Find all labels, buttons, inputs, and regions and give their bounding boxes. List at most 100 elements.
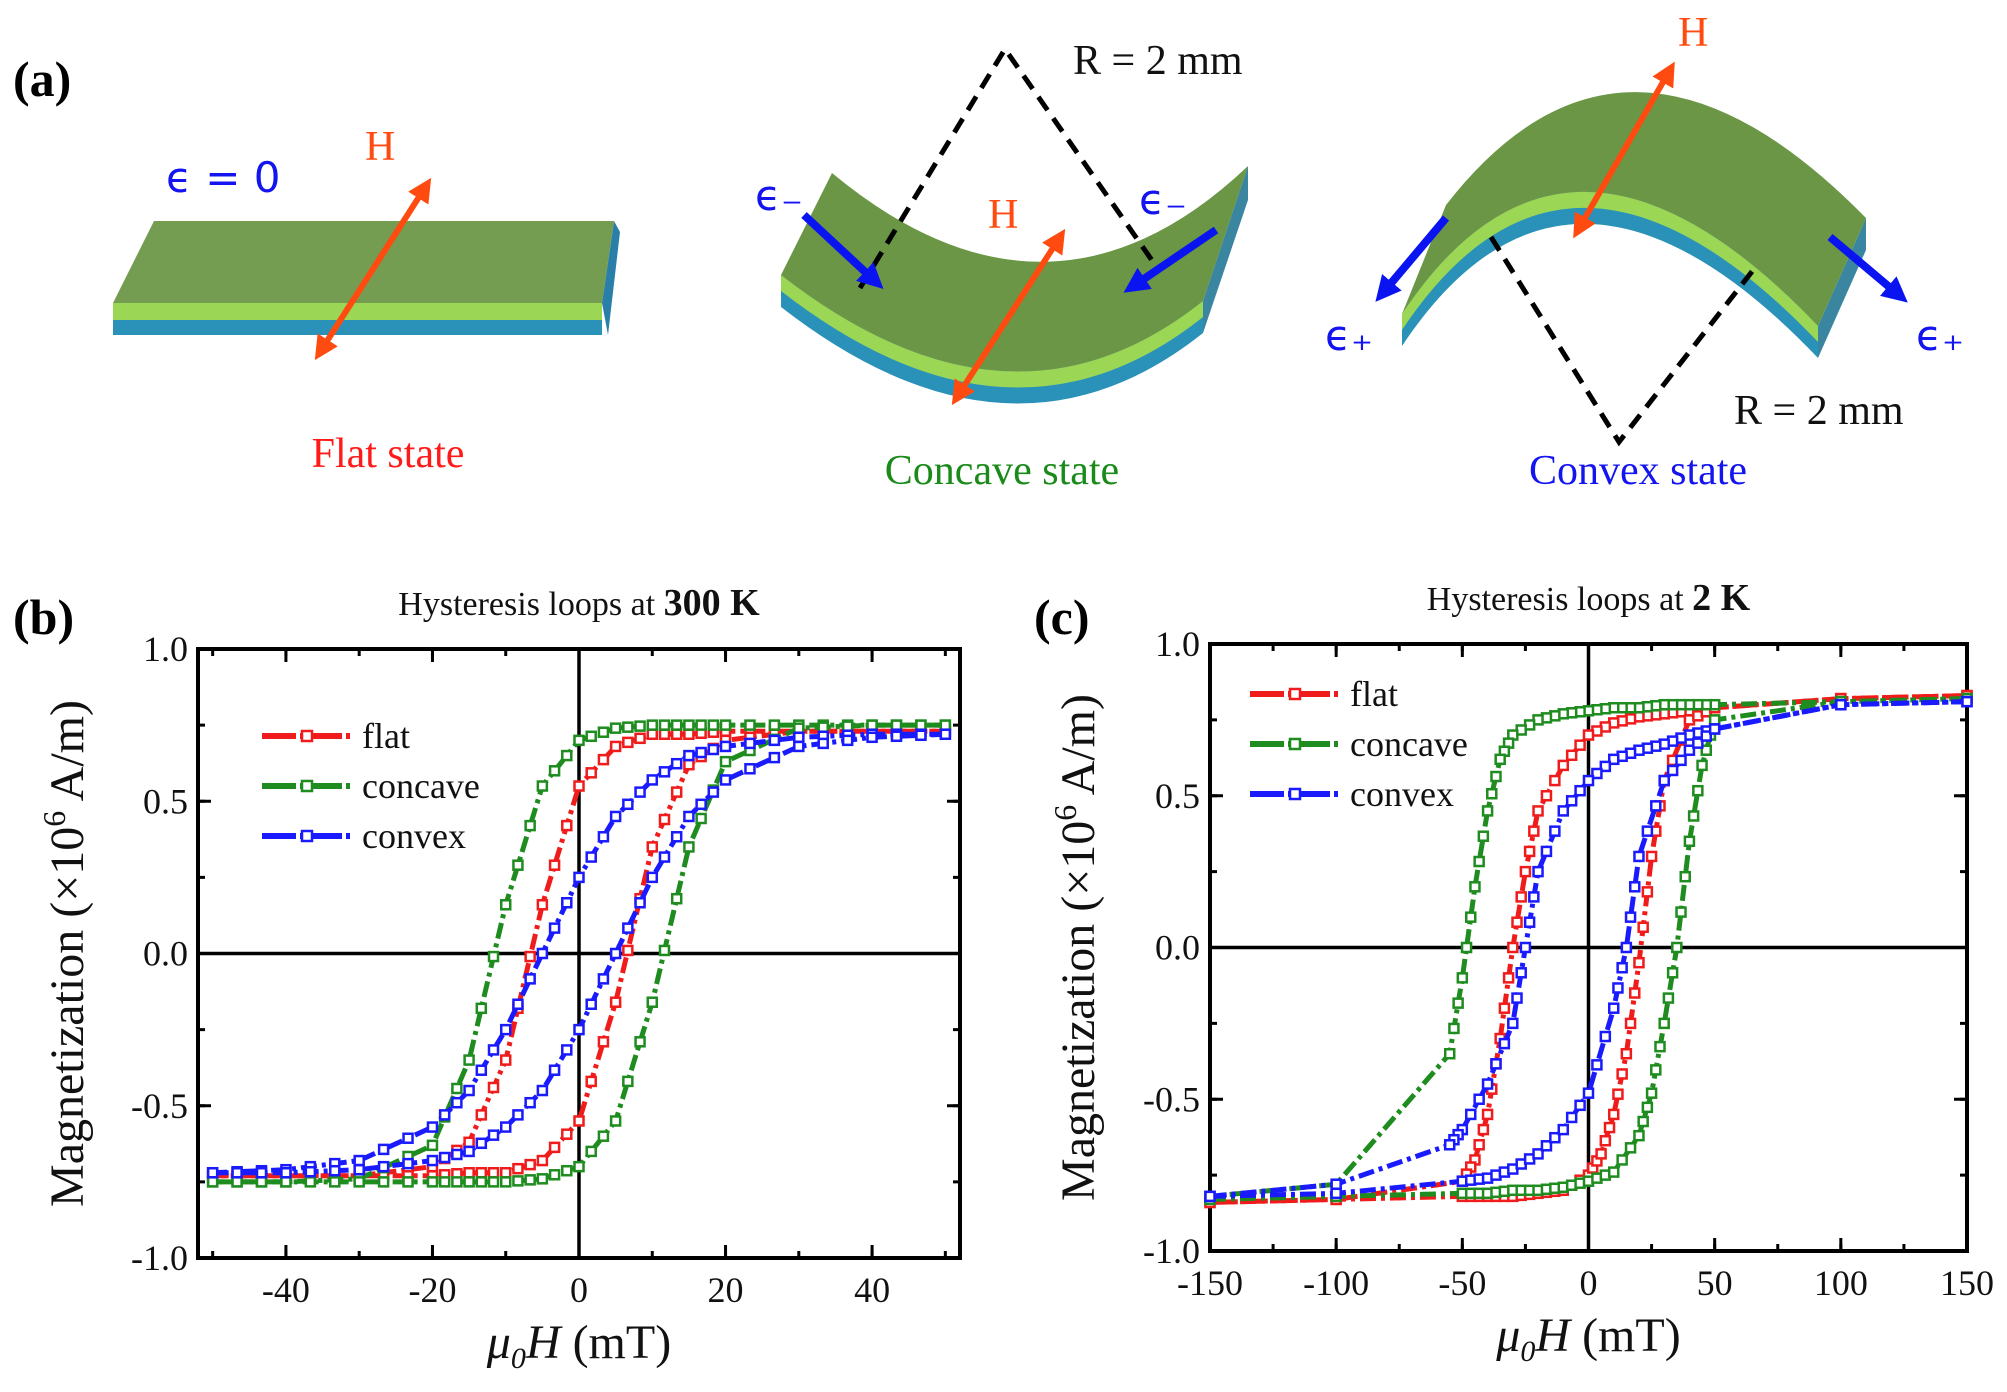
x-axis-label-symbol: H (1534, 1309, 1572, 1362)
data-point-marker (1641, 825, 1654, 837)
data-point-marker (573, 1023, 585, 1036)
data-point-marker (573, 871, 585, 884)
data-point-marker (585, 1145, 597, 1158)
concave-strain-left-label: ϵ₋ (755, 171, 803, 220)
data-point-marker (1565, 749, 1578, 762)
data-point-marker (1607, 753, 1620, 766)
data-point-marker (1490, 1058, 1502, 1070)
data-point-marker (1675, 754, 1687, 767)
legend-label-concave: concave (362, 766, 480, 806)
data-point-marker (1633, 850, 1645, 863)
chart-title-temperature: 300 K (664, 582, 761, 624)
data-point-marker (536, 780, 549, 792)
data-point-marker (1629, 881, 1641, 893)
data-point-marker (536, 947, 549, 960)
data-point-marker (524, 1174, 536, 1186)
data-point-marker (463, 1145, 475, 1158)
data-point-marker (1519, 941, 1532, 954)
data-point-marker (634, 786, 646, 798)
legend-label-flat: flat (362, 716, 410, 756)
data-point-marker (1523, 916, 1536, 928)
data-point-marker (1624, 1017, 1637, 1030)
data-point-marker (1519, 865, 1532, 878)
data-point-marker (353, 1176, 365, 1188)
x-tick-label: 100 (1814, 1263, 1868, 1303)
data-point-marker (841, 734, 854, 747)
data-point-marker (1574, 784, 1586, 797)
data-point-marker (1452, 997, 1464, 1009)
data-point-marker (622, 944, 634, 957)
data-point-marker (561, 897, 573, 909)
convex-strain-left-label: ϵ₊ (1325, 311, 1373, 360)
data-point-marker (512, 998, 524, 1010)
data-point-marker (670, 728, 683, 741)
data-point-marker (597, 1036, 610, 1048)
data-point-marker (451, 1082, 463, 1095)
concave-film-illustration (781, 44, 1248, 406)
data-point-marker (634, 732, 646, 745)
convex-field-label: H (1678, 10, 1708, 56)
data-point-marker (890, 730, 903, 743)
data-point-marker (1490, 770, 1502, 783)
data-point-marker (524, 973, 536, 985)
y-tick-label: 0.5 (143, 781, 188, 821)
data-point-marker (670, 892, 683, 905)
data-point-marker (634, 1036, 646, 1048)
data-point-marker (890, 719, 903, 731)
data-point-marker (1616, 961, 1628, 974)
data-point-marker (1582, 774, 1595, 787)
data-point-marker (499, 899, 512, 911)
convex-radius-label: R = 2 mm (1734, 388, 1904, 434)
data-point-marker (768, 734, 781, 747)
data-point-marker (646, 719, 659, 731)
data-point-marker (1473, 1093, 1485, 1105)
data-point-marker (487, 1166, 500, 1179)
data-point-marker (744, 763, 756, 775)
data-point-marker (707, 743, 720, 756)
data-point-marker (609, 722, 622, 734)
data-point-marker (1612, 982, 1624, 994)
data-point-marker (487, 1176, 500, 1188)
data-point-marker (719, 740, 732, 753)
data-point-marker (463, 1136, 475, 1149)
strain-arrow-icon (1123, 226, 1219, 293)
data-point-marker (1502, 972, 1515, 984)
data-point-marker (561, 749, 573, 762)
data-point-marker (1591, 767, 1603, 780)
data-point-marker (793, 722, 805, 734)
x-tick-label: 20 (708, 1270, 744, 1310)
data-point-marker (402, 1157, 414, 1170)
data-point-marker (1460, 941, 1473, 954)
data-point-marker (1486, 787, 1498, 800)
data-point-marker (499, 1166, 512, 1179)
data-point-marker (1515, 891, 1527, 903)
data-point-marker (561, 819, 573, 832)
data-point-marker (463, 1054, 475, 1066)
data-point-marker (487, 1081, 500, 1094)
legend-label-flat: flat (1350, 674, 1398, 714)
data-point-marker (1675, 906, 1687, 918)
data-point-marker (768, 751, 781, 764)
chart-300k: (b) Hysteresis loops at 300 K -40 -20 0 20 40 -… (13, 582, 962, 1375)
data-point-marker (866, 719, 878, 731)
data-point-marker (1599, 1030, 1612, 1043)
data-point-marker (683, 810, 695, 823)
data-point-marker (475, 1002, 488, 1015)
data-point-marker (670, 831, 683, 843)
chart-title: Hysteresis loops at 2 K (1427, 577, 1751, 619)
data-point-marker (1603, 1121, 1616, 1134)
data-point-marker (1666, 764, 1679, 777)
data-point-marker (1565, 795, 1578, 807)
y-tick-label: -1.0 (1143, 1231, 1200, 1271)
data-point-marker (475, 1137, 488, 1150)
data-point-marker (1532, 805, 1544, 817)
data-point-marker (609, 996, 622, 1008)
data-point-marker (1477, 830, 1490, 842)
panel-a: (a) ϵ = 0 H Flat state ϵ₋ ϵ₋ H R = 2 mm … (13, 10, 1964, 494)
data-point-marker (1507, 941, 1519, 954)
data-point-marker (744, 719, 756, 731)
data-point-marker (1473, 1139, 1485, 1151)
data-point-marker (646, 841, 659, 853)
data-point-marker (1464, 1108, 1477, 1121)
chart-title-temperature: 2 K (1692, 577, 1751, 619)
